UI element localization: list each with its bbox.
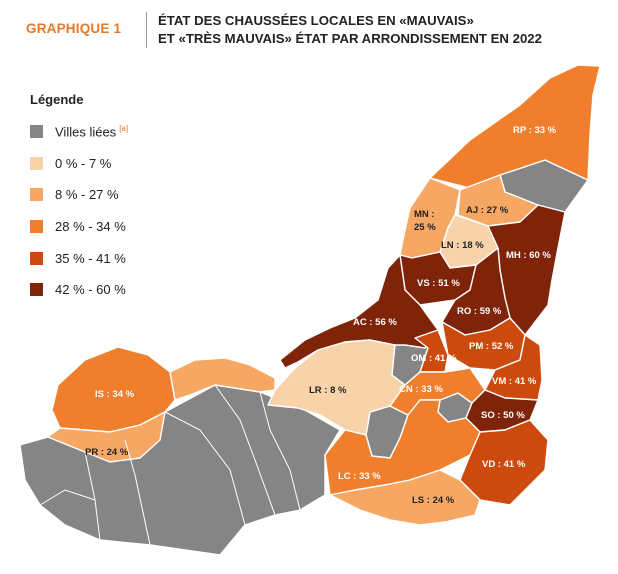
figure-label: GRAPHIQUE 1 (26, 21, 122, 36)
borough-lr[interactable] (267, 339, 406, 436)
figure-title-line1: ÉTAT DES CHAUSSÉES LOCALES EN «MAUVAIS» (158, 13, 474, 28)
legend-item-35-41: 35 % - 41 % (30, 242, 128, 274)
label-pm: PM : 52 % (469, 341, 514, 352)
label-cn: CN : 33 % (399, 384, 443, 395)
legend-item-villes-liees: Villes liées [a] (30, 116, 128, 148)
legend-swatch (30, 283, 43, 297)
legend-label: 35 % - 41 % (55, 250, 126, 266)
label-vs: VS : 51 % (417, 278, 460, 289)
label-rp: RP : 33 % (513, 125, 557, 136)
label-ac: AC : 56 % (353, 317, 397, 328)
legend-swatch (30, 220, 43, 234)
legend-swatch (30, 251, 43, 265)
legend-item-42-60: 42 % - 60 % (30, 274, 128, 306)
label-ro: RO : 59 % (457, 306, 502, 317)
label-lr: LR : 8 % (309, 385, 347, 396)
legend-label: 42 % - 60 % (55, 282, 126, 298)
label-aj: AJ : 27 % (466, 205, 509, 216)
legend-item-8-27: 8 % - 27 % (30, 179, 128, 211)
legend-swatch (30, 188, 43, 202)
legend-title: Légende (30, 92, 84, 107)
header-divider (146, 12, 147, 48)
legend-swatch (30, 156, 43, 170)
villes-liees-group (19, 159, 589, 556)
legend-label: 28 % - 34 % (55, 219, 126, 235)
header: GRAPHIQUE 1 ÉTAT DES CHAUSSÉES LOCALES E… (0, 10, 618, 54)
legend-label: Villes liées [a] (55, 124, 129, 140)
legend-item-0-7: 0 % - 7 % (30, 148, 128, 180)
borough-vd[interactable] (459, 419, 549, 506)
label-vm: VM : 41 % (492, 376, 537, 387)
figure-title: ÉTAT DES CHAUSSÉES LOCALES EN «MAUVAIS» … (158, 12, 542, 47)
labels-group: RP : 33 % AJ : 27 % MN : 25 % LN : 18 % … (85, 125, 557, 506)
legend-note: [a] (119, 124, 129, 134)
label-vd: VD : 41 % (482, 459, 526, 470)
villes-liees-borders (39, 384, 301, 546)
borough-ls[interactable] (329, 469, 481, 526)
borough-cn[interactable] (389, 367, 486, 416)
label-ln: LN : 18 % (441, 240, 484, 251)
label-mn-2: 25 % (414, 222, 436, 233)
legend-item-28-34: 28 % - 34 % (30, 211, 128, 243)
borough-pierrefonds-east[interactable] (169, 357, 276, 401)
label-ls: LS : 24 % (412, 495, 455, 506)
legend-swatch (30, 125, 43, 139)
legend-label: 8 % - 27 % (55, 187, 119, 203)
boroughs-group (47, 64, 601, 526)
figure-title-line2: ET «TRÈS MAUVAIS» ÉTAT PAR ARRONDISSEMEN… (158, 30, 542, 46)
legend: Légende Villes liées [a] 0 % - 7 % 8 % - … (30, 92, 128, 306)
label-mh: MH : 60 % (506, 250, 551, 261)
label-is: IS : 34 % (95, 389, 135, 400)
label-om: OM : 41 % (411, 353, 457, 364)
label-lc: LC : 33 % (338, 471, 381, 482)
legend-label: 0 % - 7 % (55, 155, 112, 171)
label-pr: PR : 24 % (85, 447, 129, 458)
label-mn-1: MN : (414, 209, 435, 220)
label-so: SO : 50 % (481, 410, 525, 421)
